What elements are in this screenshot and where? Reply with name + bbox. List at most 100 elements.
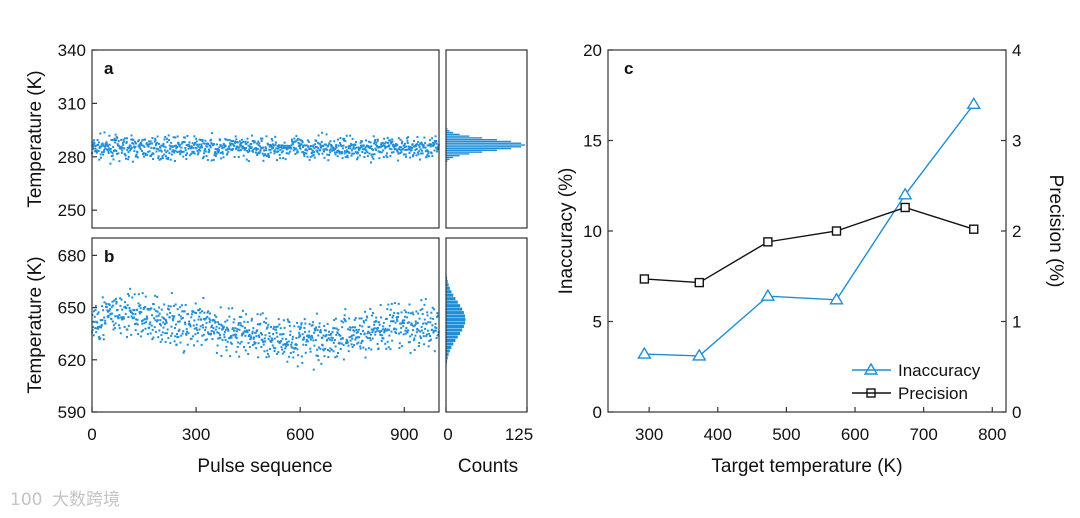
panel-a-point [248,145,251,148]
panel-b-point [291,335,294,338]
panel-a-point [182,136,185,139]
panel-a-point [192,146,195,149]
panel-a-point [228,139,231,142]
panel-a-point [168,139,171,142]
panel-b-point [216,321,219,324]
panel-a-point [226,139,229,142]
panel-a-point [222,156,225,159]
panel-b-point [242,331,245,334]
panel-a-point [194,142,197,145]
panel-a-point [294,152,297,155]
panel-b-point [288,324,291,327]
panel-b-point [264,340,267,343]
panel-b-point [222,326,225,329]
panel-b-point [272,346,275,349]
panel-b-point [354,338,357,341]
panel-b-point [184,303,187,306]
panel-b-point [338,342,341,345]
panel-b-point [389,313,392,316]
panel-a-point [163,138,166,141]
panel-a-point [189,147,192,150]
panel-a-point [205,154,208,157]
panel-b-point [394,331,397,334]
panel-b-point [189,325,192,328]
panel-a-point [235,147,238,150]
panel-b-point [430,338,433,341]
panel-c-x-tick-label: 600 [841,425,869,444]
panel-b-point [328,350,331,353]
panel-b-point [239,324,242,327]
panel-a-point [286,148,289,151]
panel-b-point [401,320,404,323]
panel-b-point [320,331,323,334]
panel-a-point [195,147,198,150]
panel-b-point [119,304,122,307]
panel-b-point [324,347,327,350]
panel-a-point [273,149,276,152]
panel-a-point [154,137,157,140]
panel-b-point [301,361,304,364]
panel-a-point [414,148,417,151]
panel-a-point [317,147,320,150]
panel-b-point [393,327,396,330]
panel-a-point [154,139,157,142]
panel-b-point [309,350,312,353]
panel-a-point [409,146,412,149]
panel-a-point [202,142,205,145]
panel-b-point [221,338,224,341]
panel-b-point [405,311,408,314]
panel-b-point [270,340,273,343]
panel-a-point [204,148,207,151]
panel-a-point [171,150,174,153]
panel-a-point [228,147,231,150]
panel-c-inaccuracy-point [760,288,776,301]
panel-a-point [224,138,227,141]
panel-b-point [321,336,324,339]
panel-b-point [270,325,273,328]
panel-a-point [247,160,250,163]
panel-b-point [219,333,222,336]
panel-a-point [325,148,328,151]
panel-b-point [93,320,96,323]
panel-a-point [266,155,269,158]
panel-a-point [247,144,250,147]
panel-a-point [316,141,319,144]
panel-a-point [265,149,268,152]
panel-a-point [164,135,167,138]
panel-b-point [379,304,382,307]
panel-b-point [140,330,143,333]
panel-a-point [377,150,380,153]
panel-b-point [201,323,204,326]
panel-a-point [394,143,397,146]
panel-b-point [295,337,298,340]
panel-a-point [352,146,355,149]
panel-a-point [334,147,337,150]
panel-b-point [330,348,333,351]
panel-c-series [637,96,981,361]
panel-b-point [425,335,428,338]
panel-b-point [376,329,379,332]
panel-b-point [276,340,279,343]
panel-b-point [206,331,209,334]
panel-a-point [426,154,429,157]
panel-a-point [167,156,170,159]
panel-a-point [278,154,281,157]
panel-b-histogram-bar [446,328,463,332]
panel-a-point [390,148,393,151]
panel-a-point [238,140,241,143]
panel-b-point [202,333,205,336]
panel-b-point [291,338,294,341]
panel-a-point [366,155,369,158]
panel-b-point [199,311,202,314]
panel-b-point [229,355,232,358]
panel-b-point [409,335,412,338]
panel-b-point [126,335,129,338]
panel-b-point [132,316,135,319]
panel-a-point [173,151,176,154]
panel-b-point [406,331,409,334]
panel-a-point [143,145,146,148]
panel-c-x-tick-label: 500 [772,425,800,444]
panel-b-point [92,325,95,328]
panel-b-point [305,340,308,343]
